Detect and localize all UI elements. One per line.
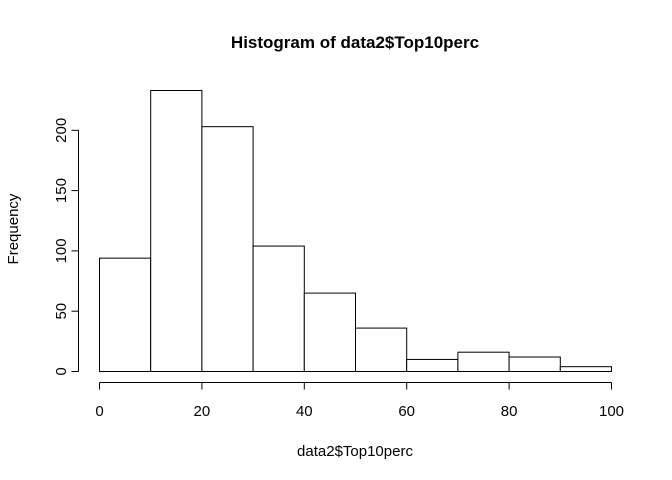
- x-tick-label: 0: [95, 403, 103, 420]
- chart-title: Histogram of data2$Top10perc: [231, 33, 479, 52]
- y-axis: 0 50 100 150 200: [53, 118, 79, 376]
- x-axis-label: data2$Top10perc: [297, 443, 413, 460]
- y-tick-label: 150: [53, 178, 70, 203]
- histogram-bar-0-10: [99, 257, 152, 372]
- histogram-bar-40-50: [303, 292, 356, 372]
- x-tick-label: 60: [398, 403, 415, 420]
- x-tick-label: 100: [599, 403, 624, 420]
- y-tick-label: 200: [53, 118, 70, 143]
- x-tick-label: 40: [296, 403, 313, 420]
- y-tick-label: 50: [53, 303, 70, 320]
- bars-group: [99, 90, 612, 373]
- histogram-bar-30-40: [252, 245, 305, 372]
- y-tick-label: 100: [53, 238, 70, 263]
- histogram-bar-80-90: [508, 356, 561, 372]
- histogram-bar-60-70: [406, 358, 459, 372]
- y-axis-label: Frequency: [5, 193, 22, 264]
- x-tick-label: 20: [194, 403, 211, 420]
- histogram-bar-50-60: [355, 327, 408, 372]
- y-tick-label: 0: [53, 367, 70, 375]
- x-tick-label: 80: [501, 403, 518, 420]
- x-axis: 0 20 40 60 80 100: [95, 382, 624, 420]
- histogram-bar-70-80: [457, 351, 510, 372]
- histogram-bar-10-20: [150, 90, 203, 372]
- histogram-bar-90-100: [559, 366, 612, 372]
- histogram-bar-20-30: [201, 126, 254, 373]
